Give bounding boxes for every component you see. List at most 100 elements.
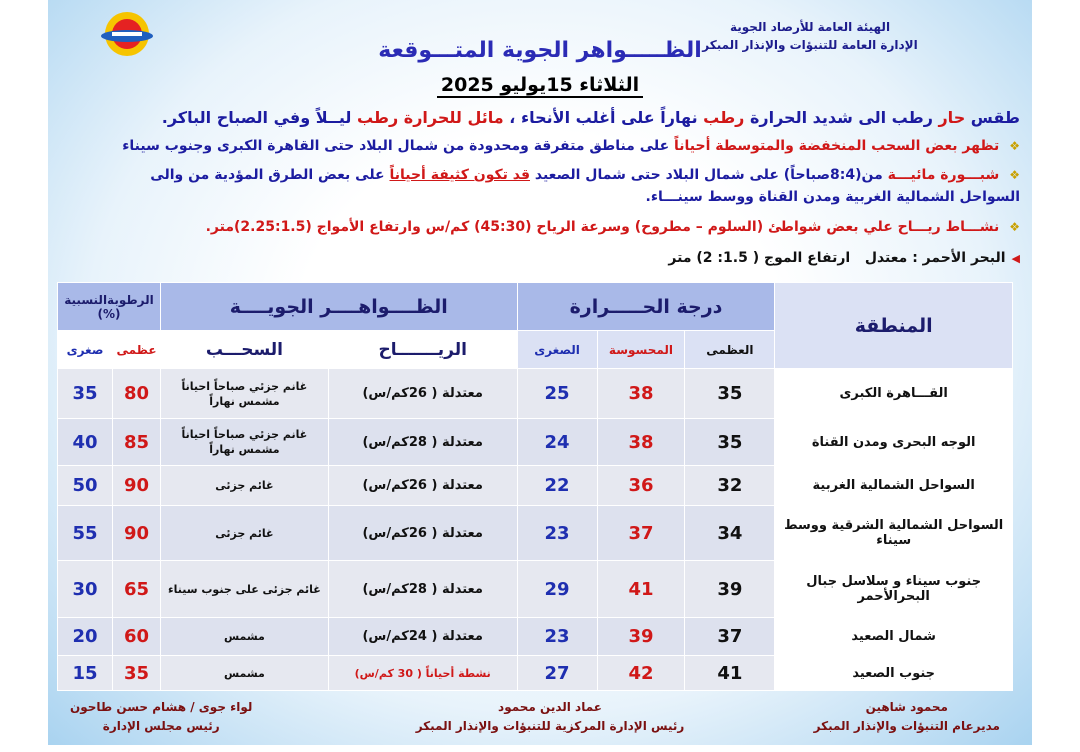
max-temp-cell: 32 xyxy=(684,465,776,506)
forecast-table: المنطقة درجة الحـــــرارة الظــــواهــــ… xyxy=(56,282,1013,691)
summary-part: رطب الى شديد الحرارة xyxy=(744,108,939,127)
signer-title: رئيس الإدارة المركزية للتنبؤات والإنذار … xyxy=(415,719,685,733)
feels-like-cell: 41 xyxy=(596,560,686,618)
bulletin-date: الثلاثاء 15يوليو 2025 xyxy=(0,74,1080,98)
wind-cell: نشطة أحياناً ( 30 كم/س) xyxy=(327,655,518,691)
region-cell: الوجه البحرى ومدن القناة xyxy=(774,418,1013,466)
summary-part: حار xyxy=(938,108,966,127)
max-temp-cell: 35 xyxy=(684,418,776,466)
feels-like-cell: 39 xyxy=(596,617,686,656)
red-sea-line: ◀ البحر الأحمر : معتدل ارتفاع الموج ( 1.5… xyxy=(120,247,1020,270)
org-line-2: الإدارة العامة للتنبؤات والإنذار المبكر xyxy=(702,38,918,52)
header-hum-max: عظمى xyxy=(112,330,162,369)
max-temp-cell: 35 xyxy=(684,368,776,419)
bullet-fog: ❖ شبـــورة مائيـــة من(8:4صباحاً) على شما… xyxy=(120,164,1020,208)
humidity-max-cell: 35 xyxy=(112,655,162,691)
clouds-cell: مشمس xyxy=(160,655,329,691)
header-humidity: الرطوبةالنسبية (%) xyxy=(56,282,162,331)
bullet-highlight: قد تكون كثيفة أحياناً xyxy=(389,167,530,183)
min-temp-cell: 23 xyxy=(516,505,598,561)
table-row: السواحل الشمالية الغربية 32 36 22 معتدلة ( 2… xyxy=(56,465,1013,506)
wind-cell: معتدلة ( 28كم/س) xyxy=(327,418,518,466)
bullet-text: علي بعض شواطئ (السلوم – مطروح) وسرعة الر… xyxy=(205,219,898,235)
min-temp-cell: 22 xyxy=(516,465,598,506)
red-sea-wave: ارتفاع الموج ( 1.5: 2) متر xyxy=(668,250,851,266)
summary: طقس حار رطب الى شديد الحرارة رطب نهاراً … xyxy=(120,108,1020,127)
clouds-cell: غائم جزئى xyxy=(160,505,329,561)
humidity-min-cell: 50 xyxy=(56,465,114,506)
bullet-highlight: شبـــورة مائيـــة xyxy=(887,167,1000,183)
table-row: الوجه البحرى ومدن القناة 35 38 24 معتدلة ( 2… xyxy=(56,418,1013,466)
humidity-max-cell: 65 xyxy=(112,560,162,618)
region-cell: جنوب الصعيد xyxy=(774,655,1013,691)
table-row: جنوب الصعيد 41 42 27 نشطة أحياناً ( 30 كم/س)… xyxy=(56,655,1013,691)
page-title: الظـــــواهر الجوية المتـــوقعة xyxy=(378,38,702,63)
summary-part: طقس xyxy=(965,108,1020,127)
bullet-text: على بعض الطرق المؤدية من والى السواحل ال… xyxy=(150,167,1020,205)
humidity-min-cell: 55 xyxy=(56,505,114,561)
bullet-clouds: ❖ تظهر بعض السحب المنخفضة والمتوسطة أحيان… xyxy=(120,135,1020,157)
signer-title: رئيس مجلس الإدارة xyxy=(102,719,220,733)
bullet-highlight: نشـــاط ريـــاح xyxy=(897,219,1000,235)
signature-left: لواء جوى / هشام حسن طاحون رئيس مجلس الإدا… xyxy=(70,698,252,736)
diamond-bullet-icon: ❖ xyxy=(1009,139,1020,153)
min-temp-cell: 25 xyxy=(516,368,598,419)
header-region: المنطقة xyxy=(774,282,1013,369)
table-row: شمال الصعيد 37 39 23 معتدلة ( 24كم/س) مشمس 60 2… xyxy=(56,617,1013,656)
humidity-max-cell: 85 xyxy=(112,418,162,466)
date-text: الثلاثاء 15يوليو 2025 xyxy=(436,74,644,98)
feels-like-cell: 38 xyxy=(596,418,686,466)
humidity-max-cell: 90 xyxy=(112,505,162,561)
max-temp-cell: 37 xyxy=(684,617,776,656)
region-cell: السواحل الشمالية الغربية xyxy=(774,465,1013,506)
summary-part: ليــلاً وفي الصباح الباكر. xyxy=(161,108,357,127)
feels-like-cell: 42 xyxy=(596,655,686,691)
diamond-bullet-icon: ❖ xyxy=(1009,168,1020,182)
signer-name: محمود شاهين xyxy=(865,700,948,714)
wind-cell: معتدلة ( 26كم/س) xyxy=(327,465,518,506)
min-temp-cell: 27 xyxy=(516,655,598,691)
humidity-min-cell: 35 xyxy=(56,368,114,419)
signer-title: مديرعام التنبؤات والإنذار المبكر xyxy=(813,719,1000,733)
min-temp-cell: 24 xyxy=(516,418,598,466)
header-clouds: السحـــب xyxy=(160,330,329,369)
table-row: السواحل الشمالية الشرقية ووسط سيناء 34 37 2… xyxy=(56,505,1013,561)
wind-cell: معتدلة ( 26كم/س) xyxy=(327,368,518,419)
summary-part: مائل للحرارة رطب xyxy=(356,108,504,127)
min-temp-cell: 29 xyxy=(516,560,598,618)
signature-middle: عماد الدين محمود رئيس الإدارة المركزية لل… xyxy=(380,698,720,736)
ema-logo xyxy=(101,12,153,56)
humidity-min-cell: 20 xyxy=(56,617,114,656)
region-cell: القـــاهرة الكبرى xyxy=(774,368,1013,419)
wind-cell: معتدلة ( 24كم/س) xyxy=(327,617,518,656)
header-min: الصغرى xyxy=(516,330,598,369)
triangle-bullet-icon: ◀ xyxy=(1011,252,1020,265)
clouds-cell: غانم جزئي صباحاً احياناً مشمس نهاراً xyxy=(160,418,329,466)
table-row: جنوب سيناء و سلاسل جبال البحرالأحمر 39 41 2… xyxy=(56,560,1013,618)
summary-part: رطب xyxy=(703,108,745,127)
clouds-cell: غائم جزئى xyxy=(160,465,329,506)
humidity-max-cell: 90 xyxy=(112,465,162,506)
header-hum-min: صغرى xyxy=(56,330,114,369)
header-max: العظمى xyxy=(684,330,776,369)
signer-name: لواء جوى / هشام حسن طاحون xyxy=(70,700,253,714)
summary-part: نهاراً على أغلب الأنحاء ، xyxy=(503,108,704,127)
bullet-text: من(8:4صباحاً) على شمال البلاد حتى شمال ا… xyxy=(530,167,888,183)
bullet-highlight: تظهر بعض السحب المنخفضة والمتوسطة أحيانا… xyxy=(674,138,1000,154)
max-temp-cell: 39 xyxy=(684,560,776,618)
header-wind: الريـــــــاح xyxy=(327,330,518,369)
feels-like-cell: 38 xyxy=(596,368,686,419)
diamond-bullet-icon: ❖ xyxy=(1009,220,1020,234)
min-temp-cell: 23 xyxy=(516,617,598,656)
feels-like-cell: 36 xyxy=(596,465,686,506)
region-cell: السواحل الشمالية الشرقية ووسط سيناء xyxy=(774,505,1013,561)
org-line-1: الهيئة العامة للأرصاد الجوية xyxy=(729,20,891,34)
region-cell: شمال الصعيد xyxy=(774,617,1013,656)
humidity-min-cell: 30 xyxy=(56,560,114,618)
humidity-min-cell: 15 xyxy=(56,655,114,691)
table-row: القـــاهرة الكبرى 35 38 25 معتدلة ( 26كم/س) غ… xyxy=(56,368,1013,419)
clouds-cell: مشمس xyxy=(160,617,329,656)
clouds-cell: غانم جزئي صباحاً احياناً مشمس نهاراً xyxy=(160,368,329,419)
region-cell: جنوب سيناء و سلاسل جبال البحرالأحمر xyxy=(774,560,1013,618)
header-feels: المحسوسة xyxy=(596,330,686,369)
